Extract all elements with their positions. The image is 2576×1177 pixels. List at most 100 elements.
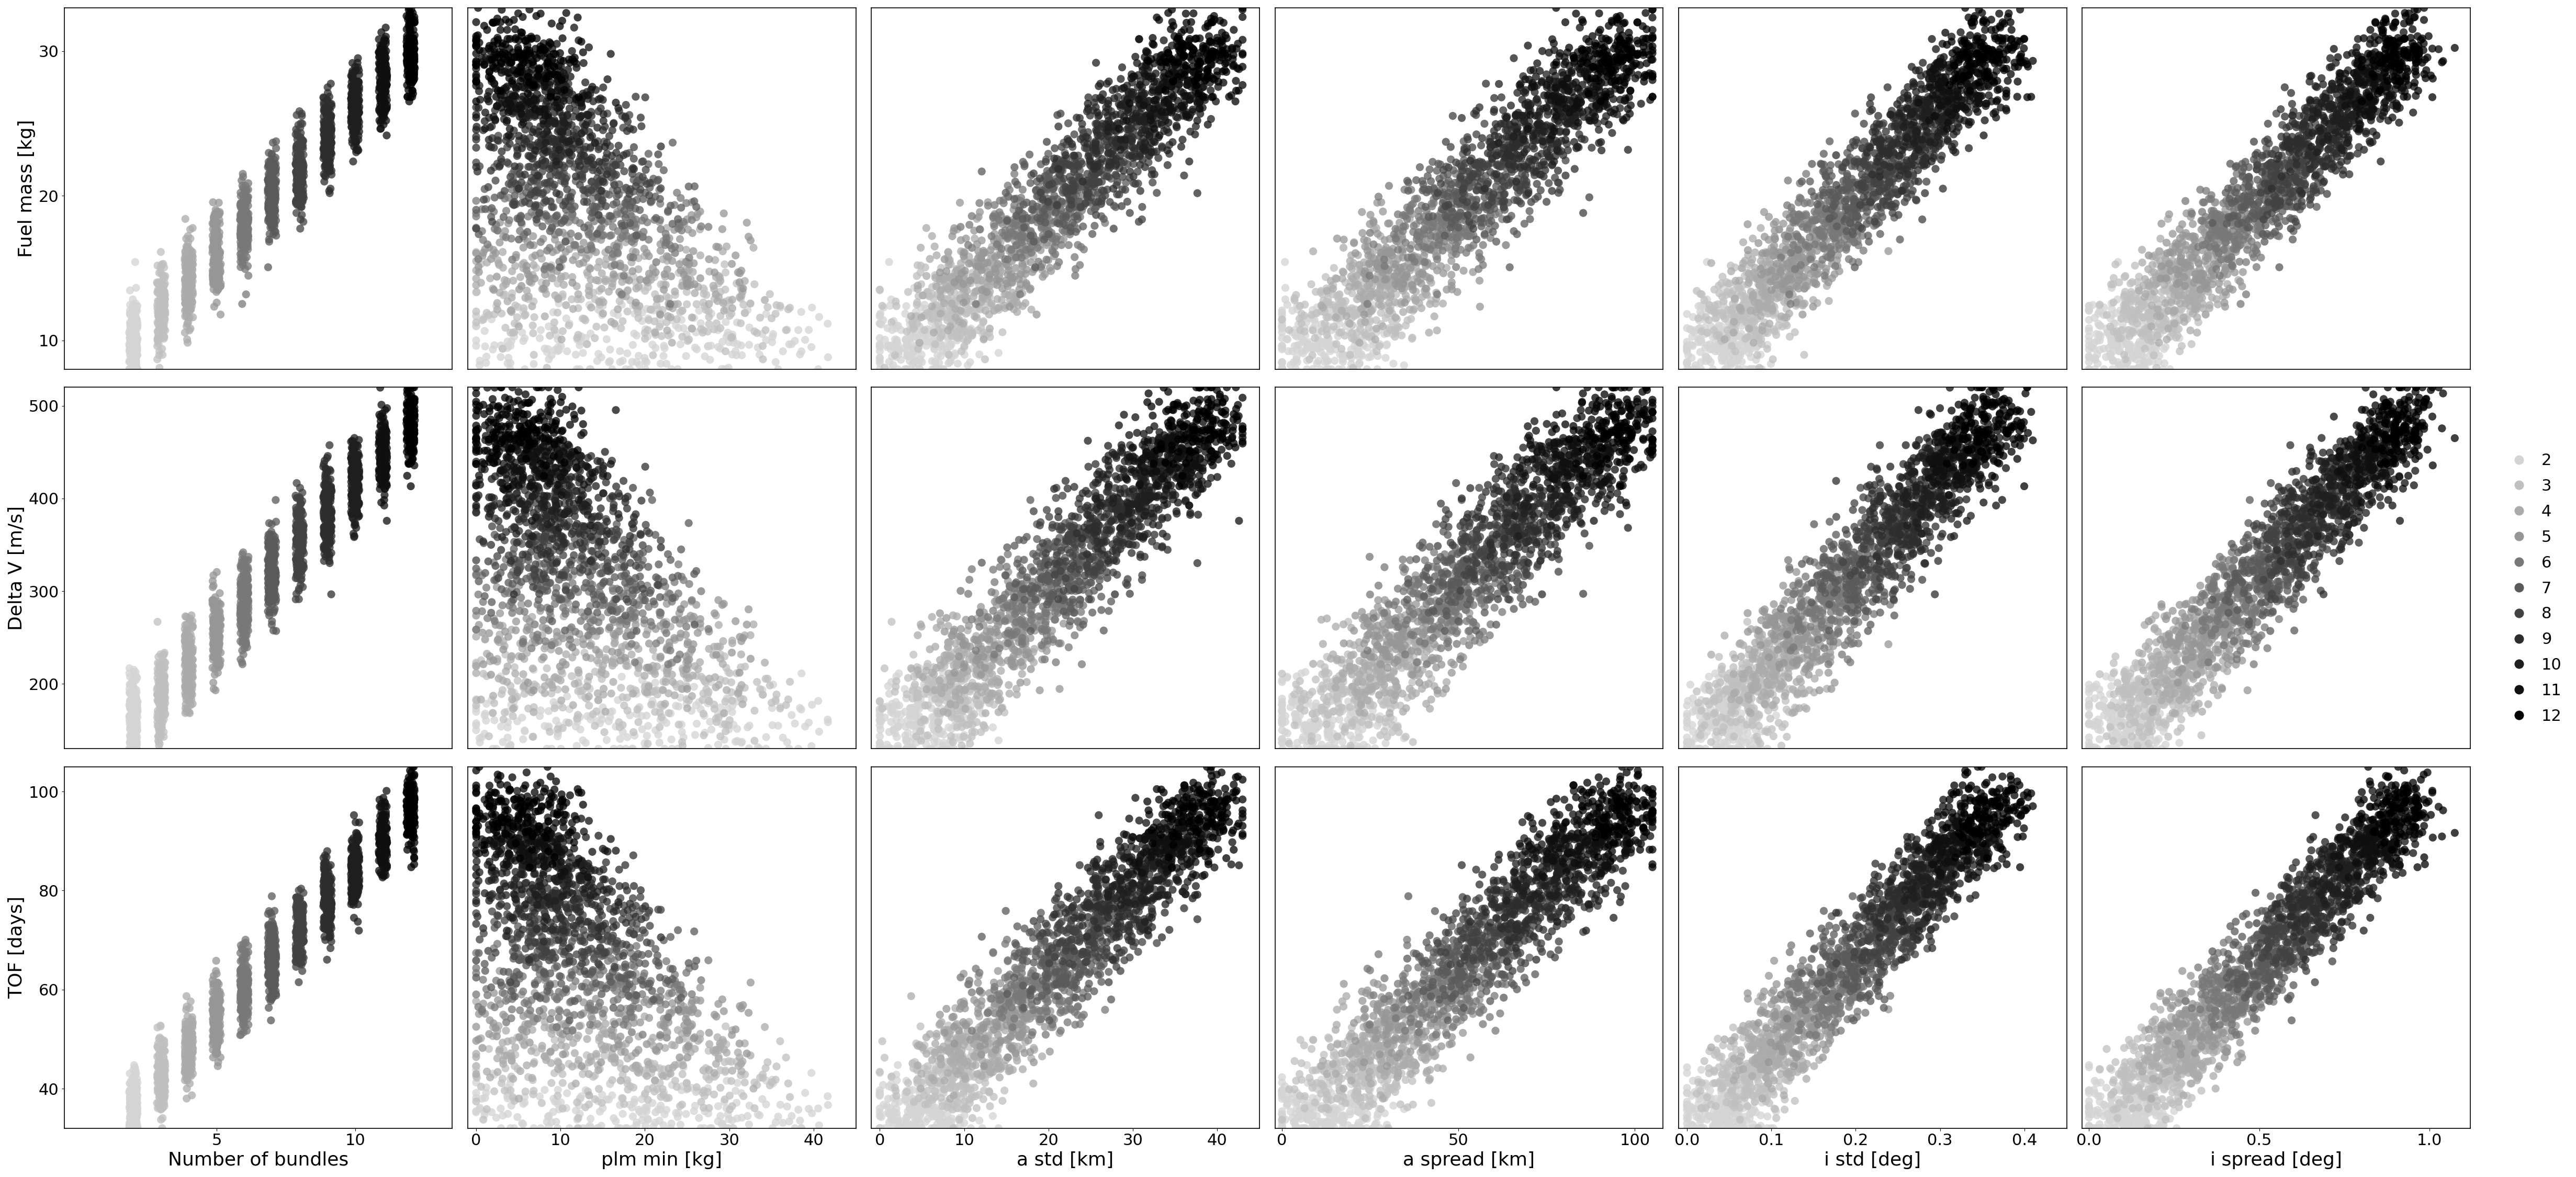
Point: [2112, 308, 2154, 327]
Point: [1445, 919, 1486, 938]
Point: [2151, 261, 2192, 280]
Point: [920, 1089, 961, 1108]
Point: [1427, 957, 1468, 976]
Point: [1850, 102, 1891, 121]
Point: [1118, 856, 1159, 875]
Point: [255, 902, 296, 920]
Point: [595, 626, 636, 645]
Point: [394, 797, 435, 816]
Point: [2434, 428, 2476, 447]
Point: [1535, 106, 1577, 125]
Point: [734, 1079, 775, 1098]
Point: [1172, 391, 1213, 410]
Point: [927, 301, 969, 320]
Point: [1321, 345, 1363, 364]
Point: [2344, 463, 2385, 481]
Point: [899, 317, 940, 335]
Point: [1574, 845, 1615, 864]
Point: [474, 525, 515, 544]
Point: [312, 106, 353, 125]
Point: [2352, 432, 2393, 451]
Point: [1886, 943, 1927, 962]
Point: [1783, 305, 1824, 324]
Point: [1718, 670, 1759, 689]
Point: [170, 297, 211, 315]
Point: [247, 567, 289, 586]
Point: [1860, 155, 1901, 174]
Point: [1824, 636, 1865, 654]
Point: [2079, 1104, 2120, 1123]
Point: [1056, 890, 1097, 909]
Point: [1566, 439, 1607, 458]
Point: [677, 205, 719, 224]
Point: [544, 248, 585, 267]
Point: [2339, 487, 2380, 506]
Point: [945, 291, 987, 310]
Point: [1314, 351, 1355, 370]
Point: [1028, 967, 1069, 986]
Point: [1561, 392, 1602, 411]
Point: [222, 212, 263, 231]
Point: [1605, 108, 1646, 127]
Point: [2365, 792, 2406, 811]
Point: [1631, 809, 1672, 827]
Point: [2172, 262, 2213, 281]
Point: [1077, 114, 1118, 133]
Point: [281, 152, 322, 171]
Point: [1151, 418, 1193, 437]
Point: [255, 965, 296, 984]
Point: [667, 677, 708, 696]
Point: [1285, 351, 1327, 370]
Point: [2336, 814, 2378, 833]
Point: [1499, 501, 1540, 520]
Point: [590, 949, 631, 967]
Point: [247, 180, 289, 199]
Point: [1453, 965, 1494, 984]
Point: [945, 716, 987, 734]
Point: [1965, 773, 2007, 792]
Point: [1708, 697, 1749, 716]
Point: [2112, 727, 2154, 746]
Point: [1301, 285, 1342, 304]
Point: [2249, 175, 2290, 194]
Point: [1605, 844, 1646, 863]
Point: [1262, 701, 1303, 720]
Point: [1976, 857, 2017, 876]
Point: [1306, 320, 1347, 339]
Point: [1376, 634, 1417, 653]
Point: [930, 298, 971, 317]
Point: [487, 1084, 528, 1103]
Point: [917, 321, 958, 340]
Point: [276, 181, 317, 200]
Point: [144, 1077, 185, 1096]
Point: [1837, 572, 1878, 591]
Point: [1533, 87, 1574, 106]
Point: [1087, 91, 1128, 109]
Point: [2123, 253, 2164, 272]
Point: [250, 207, 291, 226]
Point: [2385, 44, 2427, 62]
Point: [283, 537, 325, 556]
Point: [1718, 730, 1759, 749]
Point: [943, 663, 984, 681]
Point: [533, 114, 574, 133]
Point: [1842, 926, 1883, 945]
Point: [304, 493, 345, 512]
Point: [1332, 267, 1373, 286]
Point: [1556, 138, 1597, 157]
Point: [1394, 984, 1435, 1003]
Y-axis label: TOF [days]: TOF [days]: [8, 896, 26, 999]
Point: [1079, 173, 1121, 192]
Point: [1182, 797, 1224, 816]
Point: [1718, 674, 1759, 693]
Point: [1097, 115, 1139, 134]
Point: [1558, 845, 1600, 864]
Point: [304, 890, 345, 909]
Point: [1463, 590, 1504, 609]
Point: [1376, 327, 1417, 346]
Point: [2221, 577, 2262, 596]
Point: [1561, 847, 1602, 866]
Point: [1540, 132, 1582, 151]
Point: [1891, 943, 1932, 962]
Point: [1747, 291, 1788, 310]
